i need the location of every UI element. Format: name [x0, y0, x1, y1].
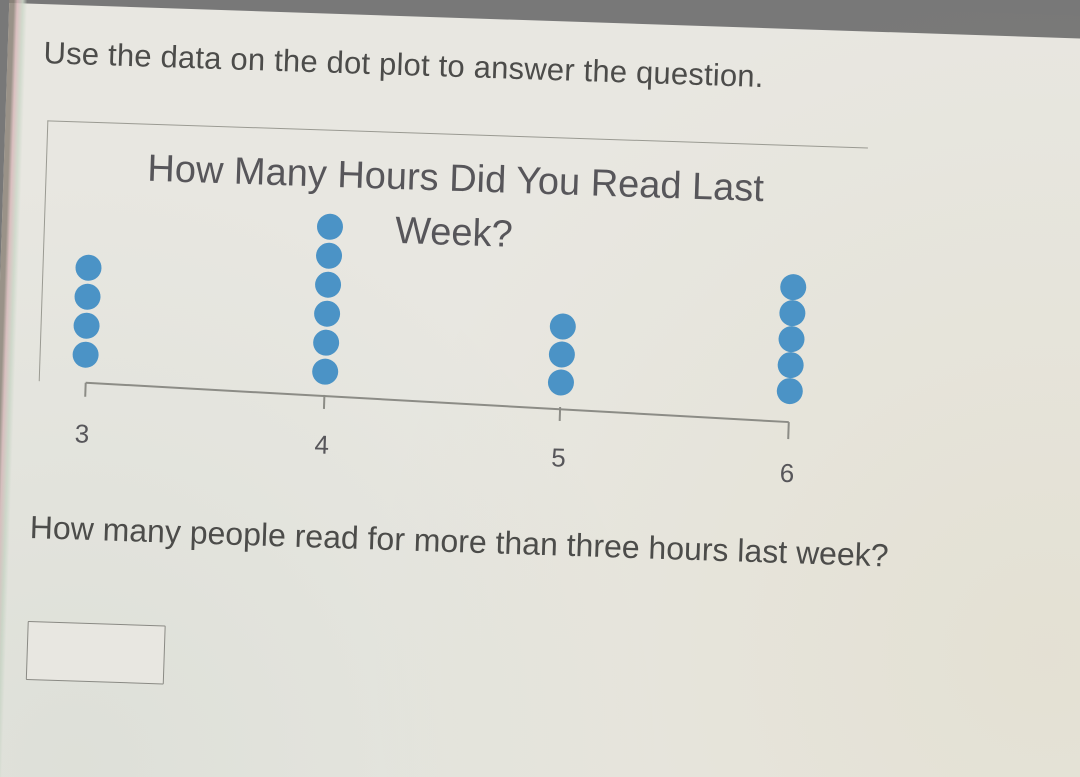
svg-text:5: 5	[551, 442, 566, 472]
svg-text:6: 6	[779, 458, 794, 488]
svg-text:3: 3	[74, 418, 89, 448]
svg-text:4: 4	[314, 429, 329, 459]
